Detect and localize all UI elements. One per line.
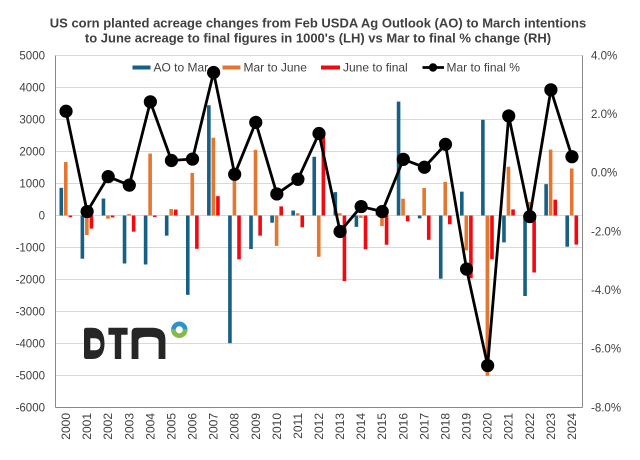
svg-text:2006: 2006 (186, 413, 200, 440)
svg-text:-1000: -1000 (16, 242, 45, 254)
svg-text:5000: 5000 (19, 50, 45, 62)
svg-text:2018: 2018 (438, 413, 452, 440)
svg-text:-5000: -5000 (16, 370, 45, 382)
svg-text:2000: 2000 (19, 146, 45, 158)
svg-text:-2000: -2000 (16, 274, 45, 286)
svg-text:2004: 2004 (143, 413, 157, 440)
svg-text:2021: 2021 (502, 413, 516, 440)
svg-text:2022: 2022 (523, 413, 537, 440)
svg-text:to June acreage to final figur: to June acreage to final figures in 1000… (85, 31, 551, 46)
svg-text:2002: 2002 (101, 413, 115, 440)
svg-text:-8.0%: -8.0% (591, 402, 621, 414)
svg-text:AO to Mar: AO to Mar (154, 61, 209, 75)
svg-text:-3000: -3000 (16, 306, 45, 318)
svg-text:2016: 2016 (396, 413, 410, 440)
svg-text:Mar to final %: Mar to final % (447, 61, 521, 75)
svg-text:2020: 2020 (481, 413, 495, 440)
svg-text:2000: 2000 (59, 413, 73, 440)
svg-text:1000: 1000 (19, 178, 45, 190)
svg-text:2023: 2023 (544, 413, 558, 440)
svg-text:2010: 2010 (270, 413, 284, 440)
svg-text:2005: 2005 (164, 413, 178, 440)
svg-text:Mar to June: Mar to June (244, 61, 308, 75)
svg-text:2019: 2019 (460, 413, 474, 440)
svg-text:2015: 2015 (375, 413, 389, 440)
svg-text:0: 0 (39, 210, 45, 222)
svg-text:2007: 2007 (207, 413, 221, 440)
svg-text:2011: 2011 (291, 413, 305, 439)
svg-text:2014: 2014 (354, 413, 368, 440)
svg-text:2017: 2017 (417, 413, 431, 440)
svg-text:4000: 4000 (19, 82, 45, 94)
svg-text:2024: 2024 (565, 413, 579, 440)
svg-text:2009: 2009 (249, 413, 263, 440)
svg-text:US corn planted acreage change: US corn planted acreage changes from Feb… (50, 16, 586, 31)
svg-text:-6000: -6000 (16, 402, 45, 414)
svg-text:June to final: June to final (343, 61, 408, 75)
svg-text:2013: 2013 (333, 413, 347, 440)
svg-text:-4000: -4000 (16, 338, 45, 350)
svg-text:0.0%: 0.0% (591, 168, 617, 180)
svg-text:-2.0%: -2.0% (591, 226, 621, 238)
svg-text:2008: 2008 (228, 413, 242, 440)
svg-text:-4.0%: -4.0% (591, 285, 621, 297)
svg-text:2001: 2001 (80, 413, 94, 440)
svg-text:3000: 3000 (19, 114, 45, 126)
svg-text:4.0%: 4.0% (591, 50, 617, 62)
svg-text:2003: 2003 (122, 413, 136, 440)
svg-text:2012: 2012 (312, 413, 326, 440)
svg-text:-6.0%: -6.0% (591, 344, 621, 356)
svg-text:2.0%: 2.0% (591, 109, 617, 121)
